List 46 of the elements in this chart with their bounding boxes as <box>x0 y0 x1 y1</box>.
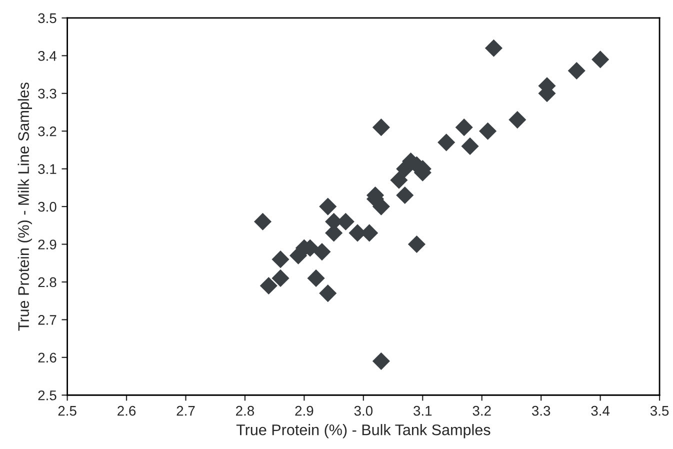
point <box>484 39 502 57</box>
y-axis-title: True Protein (%) - Milk Line Samples <box>18 82 32 331</box>
point <box>313 243 331 261</box>
point <box>254 212 272 230</box>
y-tick-label: 2.7 <box>38 315 56 325</box>
point <box>372 352 390 370</box>
point <box>307 269 325 287</box>
point <box>272 269 290 287</box>
point <box>390 171 408 189</box>
x-tick-label: 2.7 <box>176 406 195 416</box>
point <box>438 134 456 152</box>
y-tick-label: 2.8 <box>38 277 56 288</box>
x-tick-label: 2.6 <box>118 406 136 416</box>
point <box>396 186 414 204</box>
x-tick-label: 3.2 <box>472 406 491 416</box>
x-tick-label: 2.8 <box>236 406 254 416</box>
point <box>508 111 526 129</box>
point <box>461 137 479 155</box>
point <box>592 50 610 68</box>
point <box>260 276 278 295</box>
x-tick-label: 3.5 <box>650 406 669 416</box>
point <box>372 198 390 216</box>
y-tick-label: 2.9 <box>38 240 56 250</box>
x-tick-label: 2.9 <box>295 406 314 416</box>
x-axis-title: True Protein (%) - Bulk Tank Samples <box>236 424 490 438</box>
point <box>319 198 337 216</box>
point <box>319 284 337 302</box>
point <box>568 62 586 80</box>
x-tick-label: 3.0 <box>354 406 373 416</box>
y-tick-label: 2.5 <box>38 390 56 400</box>
x-tick-label: 3.1 <box>414 406 432 416</box>
y-tick-label: 3.4 <box>38 51 56 61</box>
y-tick-label: 3.0 <box>38 202 56 212</box>
y-tick-label: 2.6 <box>38 352 56 363</box>
point <box>455 118 473 136</box>
y-tick-label: 3.2 <box>38 126 56 136</box>
point <box>272 250 290 268</box>
point <box>408 235 426 254</box>
x-tick-label: 2.5 <box>58 406 76 416</box>
y-tick-label: 3.5 <box>38 13 56 24</box>
point <box>479 122 497 140</box>
y-tick-label: 3.1 <box>38 164 56 174</box>
y-tick-label: 3.3 <box>38 88 56 99</box>
x-tick-label: 3.4 <box>591 406 610 416</box>
point <box>372 118 390 136</box>
x-tick-label: 3.3 <box>532 406 550 416</box>
